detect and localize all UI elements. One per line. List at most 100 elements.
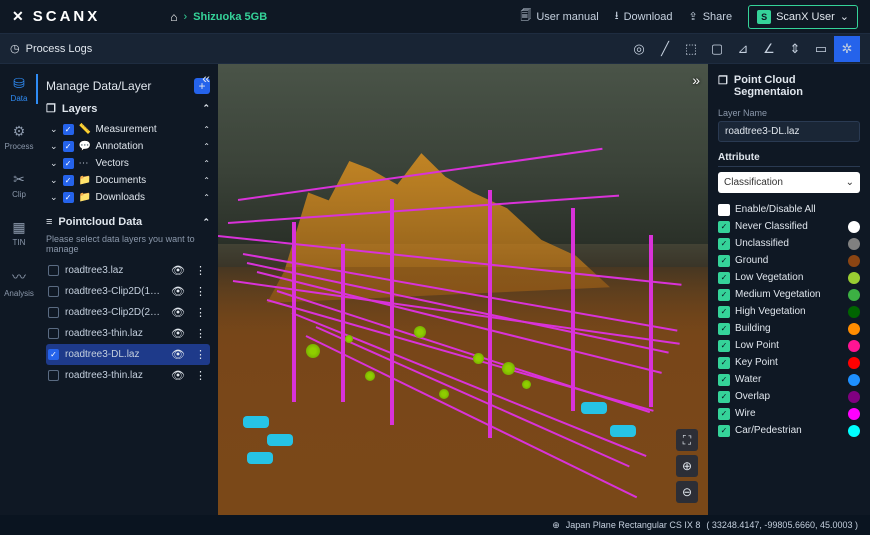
- crop-tool-icon[interactable]: ⬚: [678, 36, 704, 62]
- user-menu-button[interactable]: S ScanX User ⌄: [748, 5, 858, 29]
- class-row-low-point[interactable]: ✓Low Point: [718, 337, 860, 354]
- layer-row-documents[interactable]: ⌄✓📁Documents⌃: [50, 172, 210, 189]
- layer-checkbox[interactable]: ✓: [63, 175, 74, 186]
- project-name[interactable]: Shizuoka 5GB: [193, 11, 267, 23]
- layers-section-header[interactable]: ❐ Layers ⌃: [46, 102, 210, 115]
- class-row-building[interactable]: ✓Building: [718, 320, 860, 337]
- pc-checkbox[interactable]: ✓: [48, 349, 59, 360]
- class-checkbox[interactable]: ✓: [718, 425, 730, 437]
- chevron-up-icon: ⌃: [203, 159, 210, 168]
- class-checkbox[interactable]: ✓: [718, 255, 730, 267]
- area-tool-icon[interactable]: ▢: [704, 36, 730, 62]
- rail-item-data[interactable]: ⛁Data: [0, 72, 38, 106]
- fullscreen-icon[interactable]: ⛶: [676, 429, 698, 451]
- class-row-car-pedestrian[interactable]: ✓Car/Pedestrian: [718, 422, 860, 439]
- rail-item-tin[interactable]: ▦TIN: [0, 216, 38, 250]
- expand-right-icon[interactable]: »: [692, 72, 700, 88]
- class-checkbox[interactable]: ✓: [718, 391, 730, 403]
- car-shape: [243, 416, 269, 428]
- target-tool-icon[interactable]: ◎: [626, 36, 652, 62]
- class-checkbox[interactable]: ✓: [718, 408, 730, 420]
- class-checkbox[interactable]: ✓: [718, 289, 730, 301]
- more-icon[interactable]: ⋮: [193, 369, 208, 382]
- layer-row-measurement[interactable]: ⌄✓📏Measurement⌃: [50, 121, 210, 138]
- class-row-water[interactable]: ✓Water: [718, 371, 860, 388]
- pointcloud-row[interactable]: roadtree3-Clip2D(2).laz👁⋮: [46, 302, 210, 323]
- rail-item-clip[interactable]: ✂Clip: [0, 168, 38, 202]
- profile-tool-icon[interactable]: ⊿: [730, 36, 756, 62]
- class-checkbox[interactable]: ✓: [718, 323, 730, 335]
- share-button[interactable]: ⇪ Share: [689, 10, 733, 23]
- class-color-swatch: [848, 408, 860, 420]
- visibility-icon[interactable]: 👁: [169, 306, 187, 319]
- layer-label: Measurement: [96, 124, 157, 135]
- settings-tool-icon[interactable]: ✲: [834, 36, 860, 62]
- rail-item-analysis[interactable]: 〰Analysis: [0, 264, 38, 301]
- more-icon[interactable]: ⋮: [193, 264, 208, 277]
- visibility-icon[interactable]: 👁: [169, 327, 187, 340]
- zoom-in-icon[interactable]: ⊕: [676, 455, 698, 477]
- layer-checkbox[interactable]: ✓: [63, 124, 74, 135]
- line-tool-icon[interactable]: ╱: [652, 36, 678, 62]
- class-checkbox[interactable]: ✓: [718, 357, 730, 369]
- class-checkbox[interactable]: ✓: [718, 306, 730, 318]
- class-row-never-classified[interactable]: ✓Never Classified: [718, 218, 860, 235]
- layer-row-annotation[interactable]: ⌄✓💬Annotation⌃: [50, 138, 210, 155]
- attribute-select[interactable]: Classification ⌄: [718, 172, 860, 193]
- pc-checkbox[interactable]: [48, 370, 59, 381]
- collapse-left-icon[interactable]: «: [202, 70, 210, 86]
- pc-checkbox[interactable]: [48, 286, 59, 297]
- layer-row-downloads[interactable]: ⌄✓📁Downloads⌃: [50, 189, 210, 206]
- class-row-overlap[interactable]: ✓Overlap: [718, 388, 860, 405]
- class-row-unclassified[interactable]: ✓Unclassified: [718, 235, 860, 252]
- more-icon[interactable]: ⋮: [193, 306, 208, 319]
- class-row-wire[interactable]: ✓Wire: [718, 405, 860, 422]
- pc-checkbox[interactable]: [48, 328, 59, 339]
- layer-type-icon: 📁: [79, 175, 91, 186]
- more-icon[interactable]: ⋮: [193, 327, 208, 340]
- pointcloud-section-header[interactable]: ≡ Pointcloud Data ⌃: [46, 216, 210, 228]
- height-tool-icon[interactable]: ⇕: [782, 36, 808, 62]
- viewport-3d[interactable]: » ⛶ ⊕ ⊖: [218, 64, 708, 515]
- class-checkbox[interactable]: ✓: [718, 340, 730, 352]
- zoom-out-icon[interactable]: ⊖: [676, 481, 698, 503]
- angle-tool-icon[interactable]: ∠: [756, 36, 782, 62]
- layer-checkbox[interactable]: ✓: [63, 192, 74, 203]
- class-row-ground[interactable]: ✓Ground: [718, 252, 860, 269]
- more-icon[interactable]: ⋮: [193, 285, 208, 298]
- class-checkbox[interactable]: ✓: [718, 272, 730, 284]
- layer-checkbox[interactable]: ✓: [63, 158, 74, 169]
- pointcloud-row[interactable]: roadtree3-Clip2D(1).laz👁⋮: [46, 281, 210, 302]
- more-icon[interactable]: ⋮: [193, 348, 208, 361]
- download-button[interactable]: ⭳ Download: [615, 7, 673, 26]
- layer-row-vectors[interactable]: ⌄✓⋯Vectors⌃: [50, 155, 210, 172]
- pointcloud-row[interactable]: ✓roadtree3-DL.laz👁⋮: [46, 344, 210, 365]
- rail-item-process[interactable]: ⚙Process: [0, 120, 38, 154]
- main-area: ⛁Data⚙Process✂Clip▦TIN〰Analysis « Manage…: [0, 64, 870, 515]
- class-row-medium-vegetation[interactable]: ✓Medium Vegetation: [718, 286, 860, 303]
- brand-logo[interactable]: ✕ SCANX: [12, 8, 100, 25]
- process-logs-button[interactable]: ◷ Process Logs: [10, 42, 92, 55]
- class-row-key-point[interactable]: ✓Key Point: [718, 354, 860, 371]
- visibility-icon[interactable]: 👁: [169, 348, 187, 361]
- pointcloud-row[interactable]: roadtree3.laz👁⋮: [46, 260, 210, 281]
- class-checkbox[interactable]: ✓: [718, 221, 730, 233]
- pointcloud-row[interactable]: roadtree3-thin.laz👁⋮: [46, 365, 210, 386]
- visibility-icon[interactable]: 👁: [169, 369, 187, 382]
- class-row-low-vegetation[interactable]: ✓Low Vegetation: [718, 269, 860, 286]
- enable-all-row[interactable]: Enable/Disable All: [718, 201, 860, 218]
- pointcloud-row[interactable]: roadtree3-thin.laz👁⋮: [46, 323, 210, 344]
- user-manual-button[interactable]: 🗐 User manual: [520, 7, 598, 26]
- visibility-icon[interactable]: 👁: [169, 285, 187, 298]
- pc-checkbox[interactable]: [48, 265, 59, 276]
- enable-all-checkbox[interactable]: [718, 204, 730, 216]
- class-row-high-vegetation[interactable]: ✓High Vegetation: [718, 303, 860, 320]
- comment-tool-icon[interactable]: ▭: [808, 36, 834, 62]
- layer-name-input[interactable]: [718, 121, 860, 142]
- layer-checkbox[interactable]: ✓: [63, 141, 74, 152]
- class-checkbox[interactable]: ✓: [718, 238, 730, 250]
- visibility-icon[interactable]: 👁: [169, 264, 187, 277]
- class-checkbox[interactable]: ✓: [718, 374, 730, 386]
- home-icon[interactable]: ⌂: [170, 10, 177, 24]
- pc-checkbox[interactable]: [48, 307, 59, 318]
